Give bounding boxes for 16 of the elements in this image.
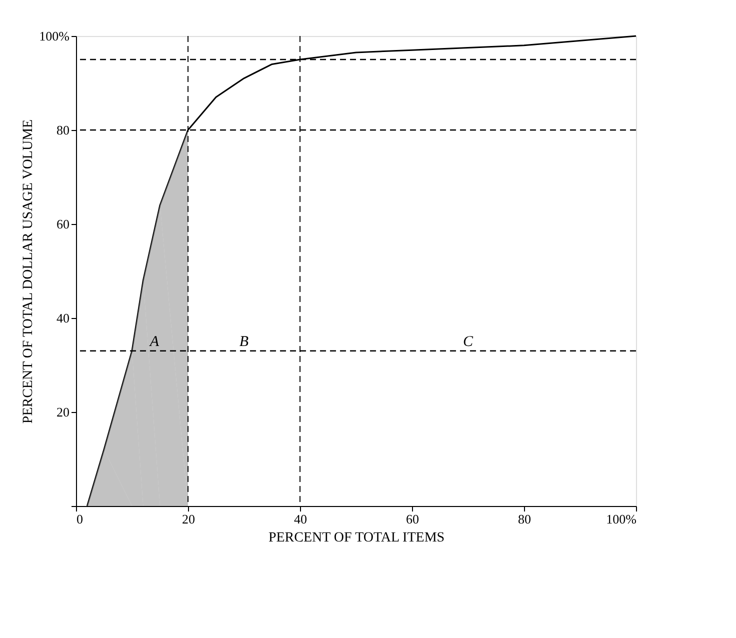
annotation: C xyxy=(462,334,474,350)
y-tick-label: 40 xyxy=(56,310,70,326)
x-tick-label: 100% xyxy=(606,512,637,526)
y-tick-label: 100% xyxy=(39,28,70,44)
y-tick-label: 20 xyxy=(56,404,70,420)
x-tick-label: 20 xyxy=(182,512,195,526)
annotation: B xyxy=(239,334,249,350)
y-axis-title: PERCENT OF TOTAL DOLLAR USAGE VOLUME xyxy=(21,119,36,424)
x-tick-label: 60 xyxy=(406,512,419,526)
y-tick-label: 60 xyxy=(56,216,70,232)
y-tick-label: 80 xyxy=(56,122,70,138)
x-tick-label: 0 xyxy=(76,512,83,526)
x-axis-title: PERCENT OF TOTAL ITEMS xyxy=(268,530,445,546)
annotation: A xyxy=(148,334,160,350)
x-tick-label: 40 xyxy=(294,512,307,526)
x-tick-label: 80 xyxy=(518,512,531,526)
